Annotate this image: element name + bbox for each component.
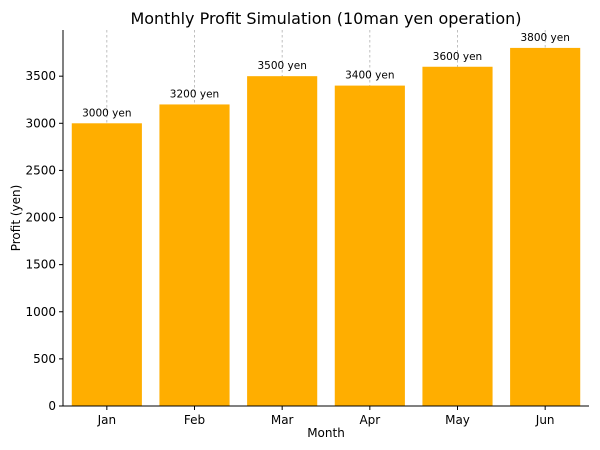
x-axis-ticks: Jan Feb Mar Apr May Jun [97, 406, 555, 427]
x-tick-label: Mar [271, 413, 294, 427]
x-axis-label: Month [307, 426, 345, 440]
x-tick-label: Feb [184, 413, 205, 427]
bars [71, 47, 581, 407]
x-tick-label: Jun [535, 413, 555, 427]
y-tick-label: 3000 [25, 116, 56, 130]
chart-title: Monthly Profit Simulation (10man yen ope… [130, 9, 521, 28]
bar-feb [159, 104, 230, 407]
data-label: 3500 yen [257, 60, 306, 72]
data-label: 3600 yen [433, 51, 482, 63]
data-label: 3000 yen [82, 107, 131, 119]
y-tick-label: 0 [48, 399, 56, 413]
x-tick-label: Jan [97, 413, 117, 427]
bar-mar [247, 76, 318, 406]
data-label: 3800 yen [520, 32, 569, 44]
y-tick-label: 3500 [25, 69, 56, 83]
data-labels: 3000 yen 3200 yen 3500 yen 3400 yen 3600 yen… [82, 32, 570, 119]
y-tick-label: 2000 [25, 211, 56, 225]
x-tick-label: Apr [359, 413, 380, 427]
y-axis-ticks: 0 500 1000 1500 2000 2500 3000 3500 [25, 69, 63, 413]
bar-may [422, 66, 493, 406]
y-tick-label: 500 [33, 352, 56, 366]
y-tick-label: 1000 [25, 305, 56, 319]
data-label: 3400 yen [345, 70, 394, 82]
data-label: 3200 yen [170, 88, 219, 100]
y-tick-label: 2500 [25, 163, 56, 177]
x-tick-label: May [445, 413, 470, 427]
y-tick-label: 1500 [25, 258, 56, 272]
bar-jun [510, 47, 581, 407]
bar-apr [334, 85, 405, 406]
bar-jan [71, 123, 142, 406]
y-axis-label: Profit (yen) [9, 185, 23, 252]
